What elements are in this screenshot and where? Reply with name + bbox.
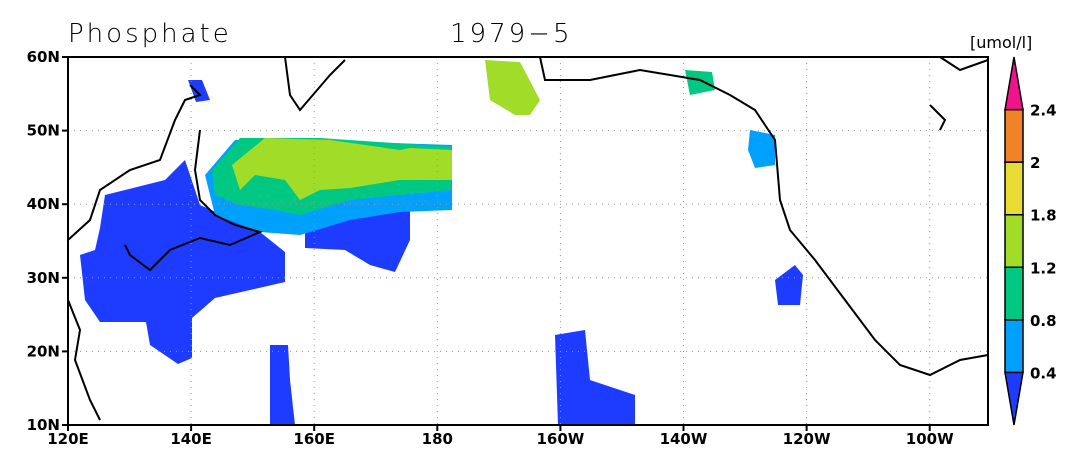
lon-label: 160E [293,430,335,448]
map-frame [67,56,989,426]
colorbar-segment [1004,161,1024,216]
title: Phosphate [68,19,232,49]
lon-label: 120W [783,430,831,448]
lon-label: 140E [170,430,212,448]
lon-label: 100W [906,430,954,448]
colorbar-segment [1004,108,1024,163]
colorbar-segment [1004,319,1024,374]
colorbar-label: 0.8 [1030,312,1057,330]
colorbar-label: 1.8 [1030,207,1057,225]
colorbar-label: 1.2 [1030,259,1057,277]
lon-label: 140W [660,430,708,448]
lat-label: 10N [27,416,60,434]
colorbar-segment [1004,266,1024,321]
colorbar-label: 2 [1030,154,1040,172]
lat-label: 40N [27,195,60,213]
coastlines [67,56,989,421]
colorbar-segment [1004,213,1024,269]
lat-label: 60N [27,48,60,66]
colorbar-segment [1004,371,1024,426]
colorbar-segment [1004,56,1024,111]
colorbar-label: 0.4 [1030,364,1057,382]
lon-label: 180 [422,430,453,448]
lon-label: 120E [47,430,89,448]
lat-label: 50N [27,122,60,140]
lat-label: 20N [27,342,60,360]
phosphate-field [80,60,803,425]
unit: [umol/l] [970,33,1032,52]
colorbar-label: 2.4 [1030,102,1057,120]
lon-label: 160W [536,430,584,448]
lat-label: 30N [27,269,60,287]
date: 1979−5 [450,19,573,49]
